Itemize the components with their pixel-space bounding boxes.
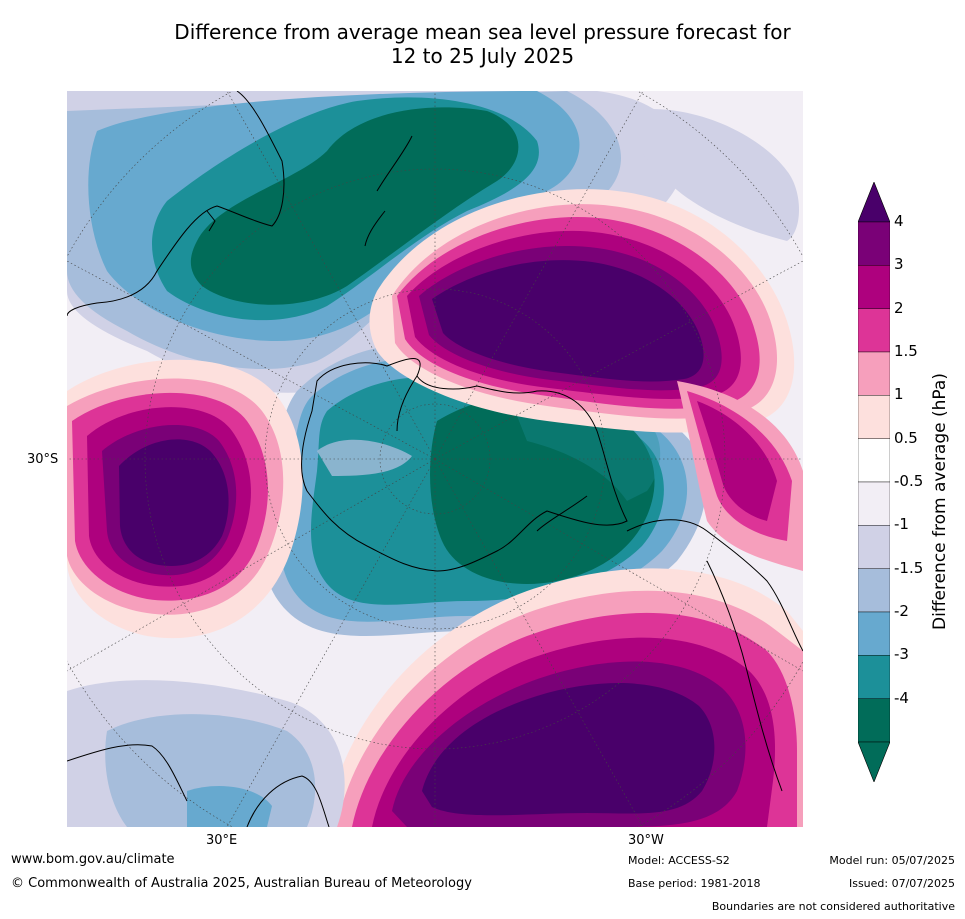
colorbar [857, 181, 891, 783]
colorbar-title: Difference from average (hPa) [930, 373, 950, 630]
colorbar-band [857, 265, 891, 309]
lon-label-30e: 30°E [206, 833, 238, 848]
colorbar-tick-label: -2 [894, 602, 909, 620]
title-line-2: 12 to 25 July 2025 [390, 44, 575, 68]
copyright-text: © Commonwealth of Australia 2025, Austra… [11, 876, 472, 891]
disclaimer-text: Boundaries are not considered authoritat… [711, 900, 955, 913]
colorbar-top-arrow [857, 181, 891, 223]
colorbar-band [857, 308, 891, 353]
colorbar-tick-label: 2 [894, 298, 904, 317]
positive-anomaly-south [327, 568, 803, 827]
graticule [67, 91, 803, 827]
weak-negative-northeast [626, 109, 799, 241]
colorbar-band [857, 698, 891, 743]
pressure-anomaly-map [67, 91, 803, 827]
lon-label-30w: 30°W [628, 833, 664, 848]
colorbar-tick-label: 0.5 [894, 428, 918, 447]
colorbar-band [857, 395, 891, 439]
title-line-1: Difference from average mean sea level p… [174, 20, 791, 44]
colorbar-band [857, 481, 891, 526]
colorbar-band [857, 655, 891, 699]
chart-title: Difference from average mean sea level p… [0, 20, 965, 68]
model-text: Model: ACCESS-S2 [628, 854, 730, 867]
colorbar-band [857, 351, 891, 396]
coastlines [67, 91, 803, 827]
colorbar-band [857, 525, 891, 569]
colorbar-tick-label: 1 [894, 385, 904, 404]
colorbar-band [857, 438, 891, 483]
colorbar-band [857, 568, 891, 613]
colorbar-tick-label: -0.5 [894, 472, 924, 490]
colorbar-tick-label: 4 [894, 212, 904, 230]
colorbar-tick-label: -1 [894, 515, 909, 534]
colorbar-band [857, 221, 891, 266]
colorbar-svg [857, 181, 891, 783]
positive-anomaly-west [67, 359, 303, 639]
negative-anomaly-southwest [67, 680, 345, 827]
colorbar-tick-label: -4 [894, 688, 909, 707]
lat-label-30s: 30°S [27, 452, 59, 467]
colorbar-tick-label: 3 [894, 255, 904, 274]
website-link[interactable]: www.bom.gov.au/climate [11, 852, 175, 867]
colorbar-tick-label: -1.5 [894, 558, 924, 577]
colorbar-band [857, 611, 891, 656]
model-run-text: Model run: 05/07/2025 [829, 854, 955, 867]
positive-anomaly-northeast [369, 189, 803, 571]
map-svg [67, 91, 803, 827]
negative-anomaly-north [67, 91, 685, 393]
colorbar-bottom-arrow [857, 741, 891, 783]
issued-text: Issued: 07/07/2025 [848, 877, 955, 890]
colorbar-tick-label: -3 [894, 645, 909, 664]
colorbar-tick-label: 1.5 [894, 342, 918, 360]
base-period-text: Base period: 1981-2018 [628, 877, 761, 890]
